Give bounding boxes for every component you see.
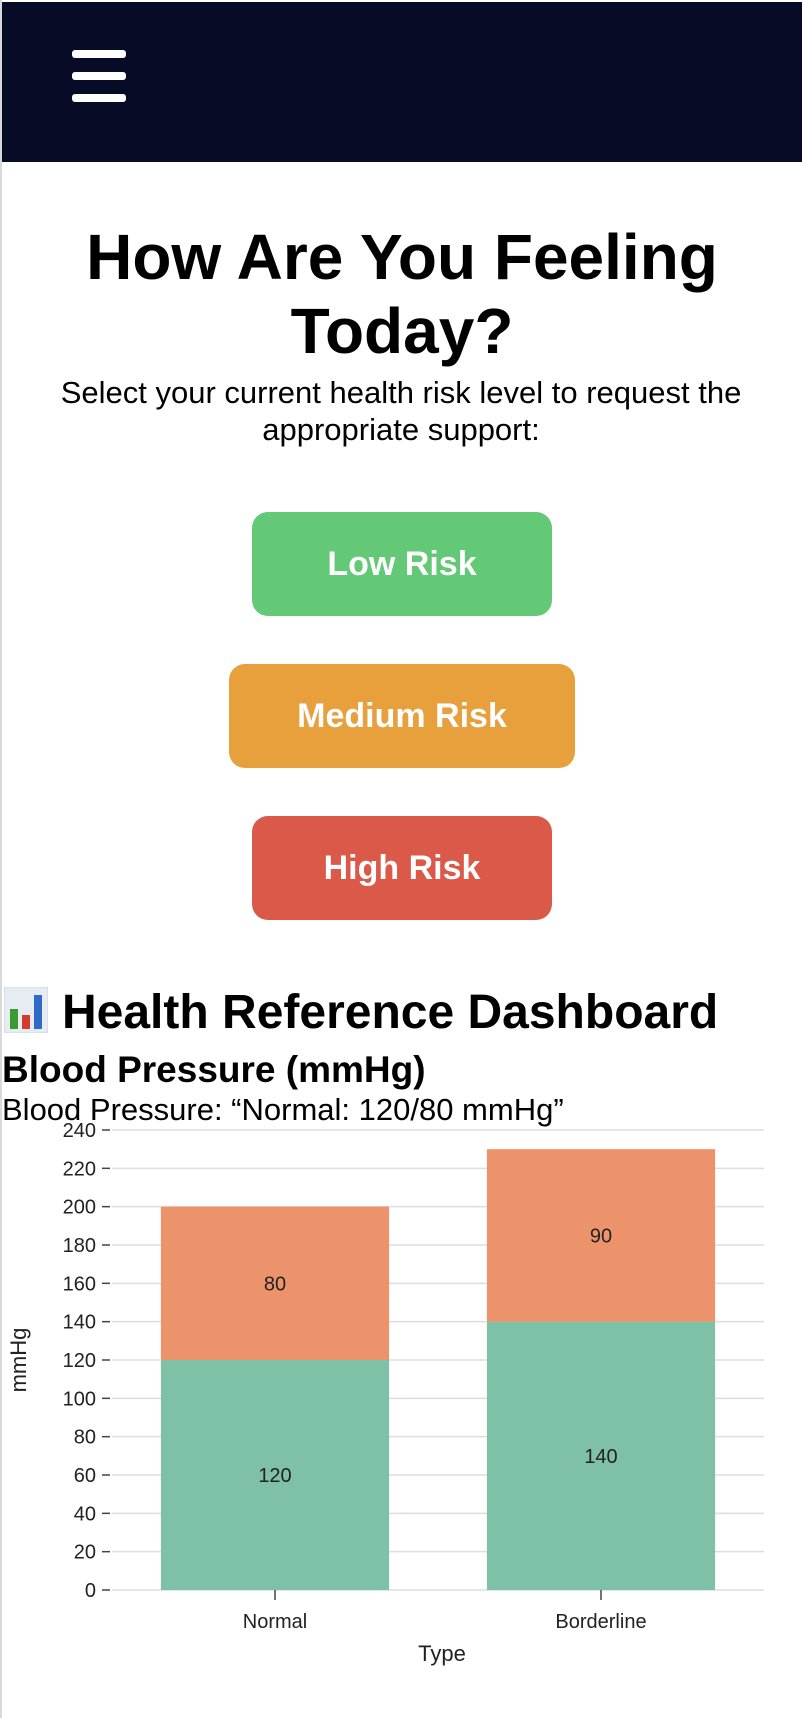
y-tick-label: 120 <box>63 1350 96 1372</box>
bar-segment <box>160 1360 390 1590</box>
y-tick-label: 80 <box>74 1427 96 1449</box>
dashboard-title: Health Reference Dashboard <box>4 984 718 1042</box>
y-tick-label: 240 <box>63 1120 96 1142</box>
x-axis: Normal Borderline <box>243 1590 647 1633</box>
page-title: How Are You Feeling Today? <box>86 221 718 367</box>
x-axis-label: Type <box>418 1641 466 1666</box>
y-tick-label: 40 <box>74 1503 96 1525</box>
dashboard-title-text: Health Reference Dashboard <box>62 986 719 1039</box>
y-tick-label: 160 <box>63 1273 96 1295</box>
bar-segment <box>160 1206 390 1360</box>
y-tick-label: 20 <box>74 1542 96 1564</box>
bar-value-label: 120 <box>258 1465 291 1487</box>
bar-value-label: 80 <box>264 1273 286 1295</box>
bar-segment <box>486 1321 716 1590</box>
hamburger-menu-icon[interactable] <box>70 50 128 102</box>
bar-segment <box>486 1149 716 1322</box>
top-navigation-bar <box>2 2 802 162</box>
bar-chart-icon <box>4 987 48 1033</box>
blood-pressure-reference-text: Blood Pressure: “Normal: 120/80 mmHg” <box>2 1092 564 1127</box>
y-axis-label: mmHg <box>6 1328 31 1393</box>
chart-bars: 120 80 140 90 <box>160 1149 716 1590</box>
y-axis: 0 20 40 60 80 100 120 140 160 180 200 220 240 <box>63 1120 110 1602</box>
y-tick-label: 100 <box>63 1388 96 1410</box>
y-tick-label: 0 <box>85 1580 96 1602</box>
y-tick-label: 220 <box>63 1158 96 1180</box>
low-risk-button[interactable]: Low Risk <box>252 512 552 616</box>
medium-risk-button[interactable]: Medium Risk <box>229 664 575 768</box>
x-tick-label: Borderline <box>555 1611 646 1633</box>
x-tick-label: Normal <box>243 1611 307 1633</box>
high-risk-button[interactable]: High Risk <box>252 816 552 920</box>
y-tick-label: 200 <box>63 1197 96 1219</box>
y-tick-label: 140 <box>63 1312 96 1334</box>
y-tick-label: 180 <box>63 1235 96 1257</box>
y-tick-label: 60 <box>74 1465 96 1487</box>
bar-value-label: 90 <box>590 1225 612 1247</box>
blood-pressure-heading: Blood Pressure (mmHg) <box>2 1049 426 1090</box>
bar-value-label: 140 <box>584 1446 617 1468</box>
page-subtitle: Select your current health risk level to… <box>60 375 742 447</box>
